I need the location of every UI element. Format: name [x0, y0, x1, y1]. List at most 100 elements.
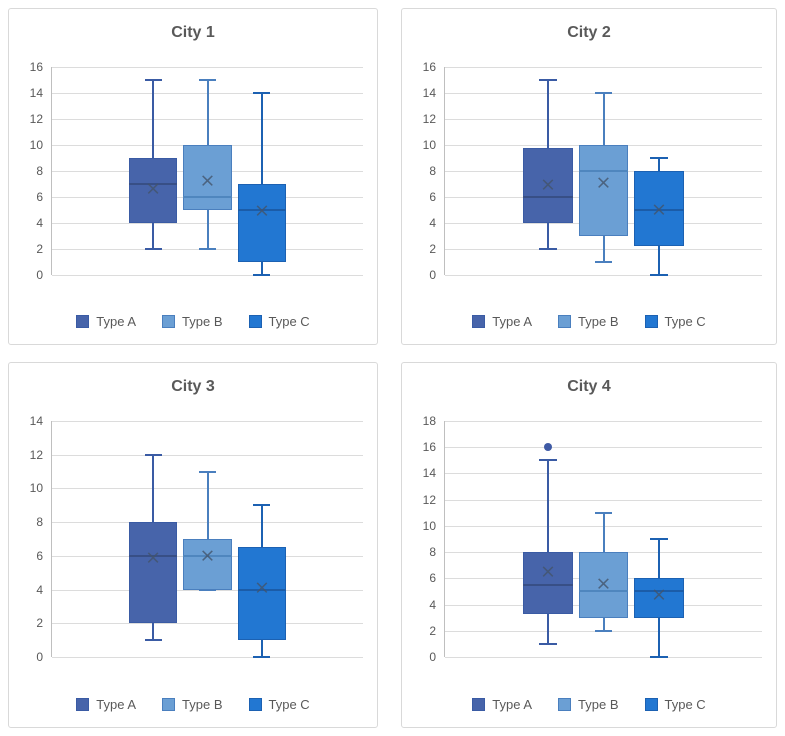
y-tick-label: 0	[429, 650, 436, 664]
legend: Type A Type B Type C	[402, 698, 776, 711]
chart-city-2[interactable]: City 2 0 2 4 6 8 10 12 14 16 × × × Type A Type B Typ…	[401, 8, 777, 345]
whisker-cap-min-type-c	[253, 274, 271, 276]
legend-item-type-b: Type B	[558, 698, 619, 711]
whisker-upper-type-a	[152, 454, 155, 523]
median-line-type-a	[523, 583, 573, 586]
chart-city-1[interactable]: City 1 0 2 4 6 8 10 12 14 16 × × × Type A Type B Typ…	[8, 8, 378, 345]
y-tick-label: 10	[422, 138, 436, 152]
box-type-a[interactable]	[128, 522, 178, 624]
whisker-lower-type-c	[657, 245, 660, 275]
legend-item-type-c: Type C	[248, 698, 310, 711]
box-type-b[interactable]	[578, 145, 629, 236]
median-line-type-c	[634, 590, 684, 593]
box-type-a[interactable]	[523, 552, 573, 615]
legend-swatch-type-a	[472, 315, 486, 328]
plot-region: 0 2 4 6 8 10 12 14 16 × × ×	[410, 61, 764, 281]
y-tick-label: 8	[36, 515, 43, 530]
box-type-c[interactable]	[237, 184, 287, 262]
box-type-c[interactable]	[634, 578, 684, 618]
plot-region: 0 2 4 6 8 10 12 14 × × ×	[17, 415, 365, 663]
whisker-cap-max-type-a	[144, 79, 162, 81]
legend-label-type-c: Type C	[664, 697, 706, 712]
legend-swatch-type-a	[76, 315, 90, 328]
box-type-b[interactable]	[183, 539, 232, 590]
gridline	[445, 657, 762, 658]
whisker-upper-type-c	[657, 539, 660, 579]
legend-item-type-c: Type C	[248, 315, 310, 328]
y-tick-label: 14	[29, 414, 43, 428]
whisker-upper-type-c	[657, 158, 660, 171]
whisker-cap-max-type-b	[594, 511, 613, 514]
plot-region: 0 2 4 6 8 10 12 14 16 × × ×	[17, 61, 365, 281]
whisker-lower-type-a	[152, 623, 155, 641]
median-line-type-c	[634, 209, 684, 211]
box-type-a[interactable]	[128, 158, 178, 223]
box-type-c[interactable]	[237, 547, 287, 641]
mean-marker-type-b: ×	[595, 572, 612, 595]
whisker-upper-type-b	[206, 471, 209, 539]
median-line-type-a	[523, 196, 573, 198]
box-type-c[interactable]	[634, 171, 684, 246]
legend-item-type-a: Type A	[472, 315, 532, 328]
outlier-point-type-a	[544, 443, 553, 452]
whisker-cap-min-type-a	[539, 248, 557, 250]
whisker-cap-min-type-c	[253, 656, 271, 658]
legend-label-type-a: Type A	[492, 697, 533, 712]
y-axis: 0 2 4 6 8 10 12 14 16 18	[410, 415, 442, 663]
whisker-lower-type-a	[547, 223, 550, 249]
y-tick-label: 12	[29, 112, 43, 126]
y-tick-label: 2	[36, 616, 43, 631]
box-type-b[interactable]	[183, 145, 232, 210]
mean-marker-type-c: ×	[253, 576, 270, 599]
whisker-lower-type-c	[260, 262, 263, 275]
y-tick-label: 6	[36, 548, 43, 563]
plot-area: × × ×	[51, 67, 363, 276]
gridline	[52, 454, 363, 456]
legend-label-type-a: Type A	[492, 314, 533, 329]
whisker-upper-type-a	[547, 80, 550, 149]
whisker-lower-type-c	[657, 617, 660, 657]
y-tick-label: 8	[36, 164, 43, 178]
y-tick-label: 6	[429, 571, 436, 586]
whisker-cap-min-type-b	[594, 629, 613, 632]
legend-swatch-type-b	[558, 698, 572, 711]
gridline	[52, 657, 363, 658]
box-type-a[interactable]	[523, 148, 573, 223]
mean-marker-type-a: ×	[540, 173, 556, 196]
y-tick-label: 2	[429, 623, 436, 638]
whisker-cap-max-type-a	[539, 79, 557, 81]
y-tick-label: 4	[36, 582, 43, 597]
gridline	[445, 67, 762, 68]
gridline	[445, 421, 762, 422]
chart-title: City 2	[567, 24, 611, 41]
y-tick-label: 4	[429, 597, 436, 612]
whisker-cap-max-type-c	[650, 538, 668, 540]
whisker-cap-max-type-b	[198, 79, 217, 81]
y-tick-label: 10	[29, 481, 43, 496]
box-type-b[interactable]	[578, 552, 629, 618]
mean-marker-type-b: ×	[199, 169, 216, 192]
median-line-type-b	[578, 590, 629, 593]
legend-swatch-type-b	[162, 698, 176, 711]
legend-swatch-type-b	[162, 315, 176, 328]
whisker-cap-max-type-a	[539, 459, 557, 462]
legend: Type A Type B Type C	[402, 315, 776, 328]
y-tick-label: 0	[36, 268, 43, 282]
legend-swatch-type-b	[558, 315, 572, 328]
whisker-cap-min-type-b	[198, 588, 217, 591]
legend-swatch-type-c	[248, 698, 262, 711]
y-tick-label: 8	[429, 164, 436, 178]
y-tick-label: 16	[29, 60, 43, 74]
median-line-type-c	[237, 588, 287, 591]
chart-city-3[interactable]: City 3 0 2 4 6 8 10 12 14 × × × Type A Type B Type …	[8, 362, 378, 728]
y-axis: 0 2 4 6 8 10 12 14 16	[17, 61, 49, 281]
whisker-lower-type-a	[547, 614, 550, 644]
plot-area: × × ×	[444, 67, 762, 276]
y-tick-label: 2	[36, 242, 43, 256]
y-tick-label: 4	[36, 216, 43, 230]
whisker-cap-min-type-c	[650, 656, 668, 658]
chart-title: City 1	[171, 24, 215, 41]
mean-marker-type-b: ×	[595, 171, 612, 194]
whisker-upper-type-b	[602, 512, 605, 553]
